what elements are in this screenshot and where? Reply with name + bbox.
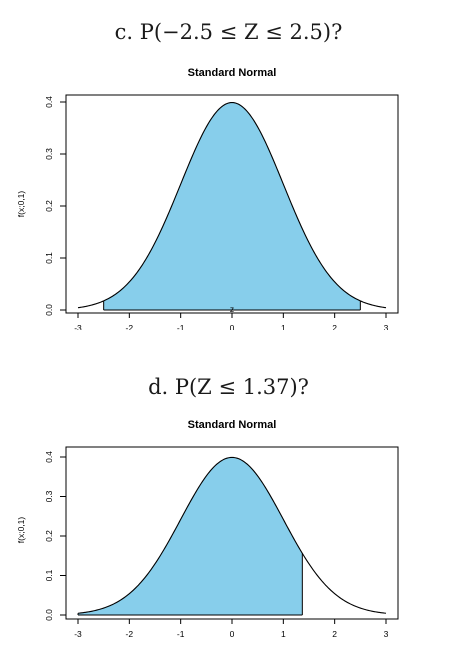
y-tick-label: 0.3 (44, 490, 54, 502)
y-tick-label: 0.3 (44, 148, 54, 160)
normal-chart-d: Standard Normal -3 -2 -1 0 1 2 3 0.00.10.20.30… (16, 419, 399, 639)
y-tick-label: 0.0 (44, 304, 54, 316)
y-tick-label: 0.2 (44, 200, 54, 212)
x-tick-label: 2 (332, 629, 337, 639)
y-axis-label: f(x;0,1) (16, 517, 26, 544)
x-tick-label: 2 (332, 323, 337, 330)
y-tick-label: 0.4 (44, 96, 54, 108)
x-tick-label: 3 (384, 323, 389, 330)
shaded-area (78, 457, 303, 615)
y-tick-label: 0.2 (44, 530, 54, 542)
y-tick-label: 0.1 (44, 569, 54, 581)
x-tick-label: 0 (230, 629, 235, 639)
question-d: d. P(Z ≤ 1.37)? (148, 375, 309, 399)
x-tick-label: -2 (126, 629, 134, 639)
x-tick-label: -3 (74, 323, 82, 330)
x-tick-label: -2 (126, 323, 134, 330)
x-axis: -3 -2 -1 0 1 2 3 (74, 313, 389, 330)
x-tick-label: 1 (281, 323, 286, 330)
y-axis: 0.0 0.1 0.2 0.3 0.4 (44, 96, 66, 316)
chart-title: Standard Normal (188, 67, 277, 79)
x-tick-label: -3 (74, 629, 82, 639)
x-axis: -3 -2 -1 0 1 2 3 (74, 619, 389, 639)
y-axis-label: f(x;0,1) (16, 191, 26, 218)
x-tick-label: -1 (177, 629, 185, 639)
x-axis-label: z (230, 304, 234, 314)
chart-title: Standard Normal (188, 419, 277, 431)
density-curve (77, 456, 387, 614)
y-tick-label: 0.0 (44, 609, 54, 621)
x-tick-label: 0 (230, 323, 235, 330)
question-c: c. P(−2.5 ≤ Z ≤ 2.5)? (114, 20, 343, 44)
density-curve (77, 101, 387, 309)
shaded-area (103, 102, 361, 310)
y-tick-label: 0.1 (44, 252, 54, 264)
x-tick-label: 3 (384, 629, 389, 639)
normal-chart-c: Standard Normal -3 -2 -1 0 1 2 3 0.00.10.20.30… (16, 67, 399, 330)
x-tick-label: -1 (177, 323, 185, 330)
y-tick-label: 0.4 (44, 451, 54, 463)
x-tick-label: 1 (281, 629, 286, 639)
y-axis: 0.0 0.1 0.2 0.3 0.4 (44, 451, 66, 621)
